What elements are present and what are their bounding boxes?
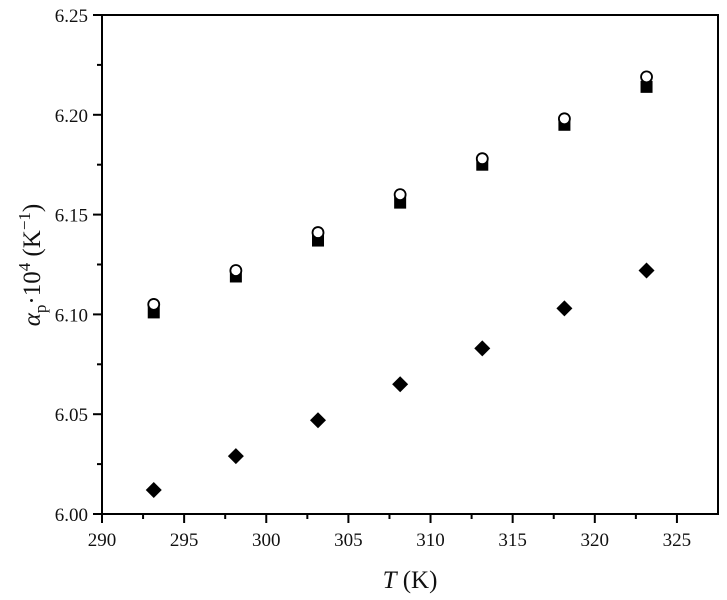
y-tick-label: 6.00 [55,505,88,526]
y-tick-label: 6.20 [55,106,88,127]
series-diamond-filled [145,262,655,499]
x-tick-label: 300 [252,530,281,551]
x-tick-label: 315 [498,530,527,551]
circle-marker [393,188,407,202]
diamond-marker [474,340,491,357]
circle-marker [311,226,325,239]
x-tick-label: 325 [663,530,692,551]
y-tick-label: 6.05 [55,405,88,426]
x-tick-label: 290 [88,530,117,551]
square-marker [640,80,653,93]
x-tick-label: 320 [581,530,610,551]
diamond-marker [392,376,409,393]
y-tick-label: 6.15 [55,206,88,227]
circle-marker [640,70,653,84]
y-axis-title: αp·104 (K−1) [15,204,50,327]
diamond-marker [310,412,327,429]
diamond-marker [227,448,244,465]
y-tick-label: 6.10 [55,305,88,326]
plot-frame [101,14,719,515]
diamond-marker [145,482,162,499]
y-tick-label: 6.25 [55,6,88,27]
plot-border [101,14,719,515]
circle-marker [558,112,571,126]
x-tick-label: 305 [334,530,363,551]
x-tick-label: 310 [416,530,445,551]
circle-marker [147,298,161,311]
circle-marker [229,264,243,277]
data-series [145,70,655,499]
diamond-marker [556,300,573,317]
x-axis-title: T (K) [383,567,438,594]
diamond-marker [638,262,655,279]
x-tick-label: 295 [170,530,199,551]
x-axis-ticks: 290 295 300 305 310 315 320 325 [88,514,691,551]
circle-marker [475,152,489,166]
y-axis-ticks: 6.00 6.05 6.10 6.15 6.20 6.25 [55,6,102,526]
series-circle-open [147,70,653,311]
